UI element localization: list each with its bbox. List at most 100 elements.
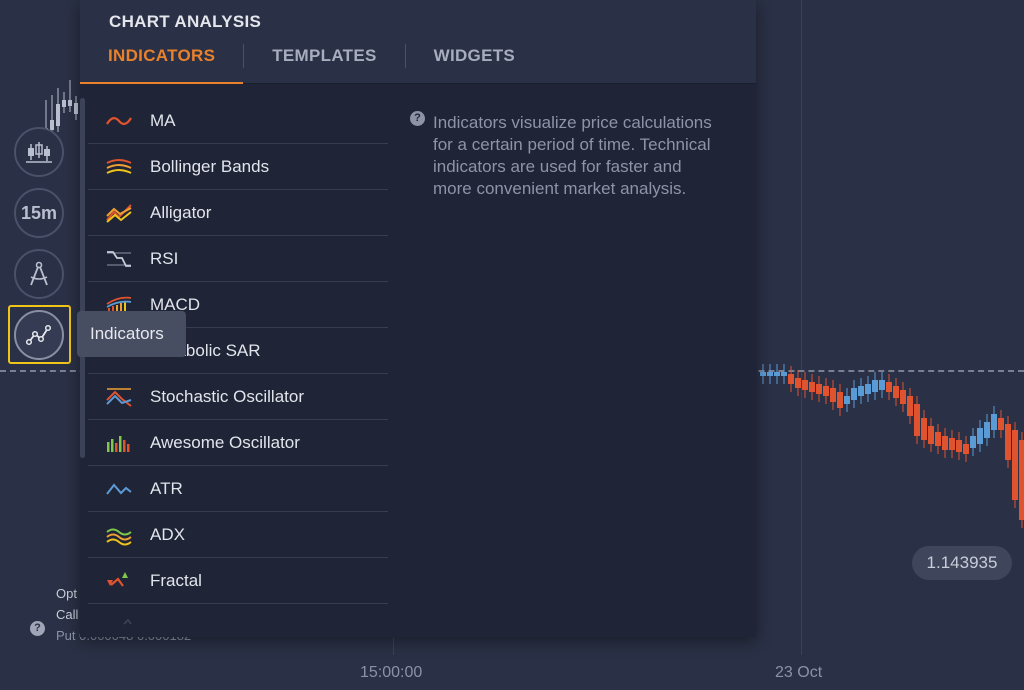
partial-icon [123,618,132,625]
candle-body [928,426,934,444]
candle-body [774,372,780,376]
candle-body [900,390,906,404]
candle-body [62,100,66,107]
candle-body [767,372,773,376]
candle-body [956,440,962,452]
alligator-icon [106,203,132,223]
indicator-item-awesome-oscillator[interactable]: Awesome Oscillator [88,420,388,466]
tab-widgets[interactable]: WIDGETS [433,46,516,65]
info-icon: ? [410,111,425,126]
candle-body [1005,424,1011,460]
rsi-icon [107,250,131,267]
indicator-item-adx[interactable]: ADX [88,512,388,558]
candle-body [970,436,976,448]
drawing-tools-button[interactable] [14,249,64,299]
indicator-item-bollinger-bands[interactable]: Bollinger Bands [88,144,388,190]
candle-body [1012,430,1018,500]
candle-body [984,422,990,438]
candle-body [50,120,54,130]
candle-body [68,100,72,106]
indicator-label: Fractal [150,570,202,590]
indicators-tooltip: Indicators [77,311,186,357]
candle-body [830,388,836,402]
call-label: Call [56,607,79,622]
candle-body [921,418,927,440]
current-price-badge: 1.143935 [912,546,1012,580]
ma-icon [106,116,132,125]
candle-body [1019,440,1024,520]
chart-type-button[interactable] [14,127,64,177]
candle-body [858,386,864,396]
candle-body [844,396,850,404]
help-icon[interactable]: ? [30,621,45,636]
indicator-label: Bollinger Bands [150,156,270,176]
candle-body [74,103,78,114]
candle-body [802,380,808,390]
fractal-icon [107,571,128,587]
timeframe-button[interactable]: 15m [14,188,64,238]
indicator-label: MA [150,110,176,130]
candle-body [879,380,885,390]
candle-body [914,404,920,436]
time-axis-label: 23 Oct [775,664,823,681]
candle-body [935,432,941,446]
candle-body [837,392,843,408]
indicators-button[interactable] [14,310,64,360]
candle-body [872,380,878,392]
indicator-list: MA Bollinger Bands Alligator [88,98,388,650]
candle-body [795,378,801,388]
list-scrollbar[interactable] [80,98,85,458]
candle-body [991,414,997,430]
candle-body [977,428,983,444]
active-tool-highlight [8,305,71,364]
panel-header: CHART ANALYSIS INDICATORS TEMPLATES WIDG… [80,0,756,84]
candle-body [949,438,955,450]
option-label: Opt [56,586,77,601]
tab-divider [404,44,406,68]
candlestick-icon [26,142,52,163]
indicator-label: ADX [150,524,185,544]
candle-body [760,372,766,376]
candle-body [816,384,822,394]
tab-indicators[interactable]: INDICATORS [80,38,244,84]
indicator-item-macd[interactable]: MACD [88,282,388,328]
panel-tabs: INDICATORS TEMPLATES WIDGETS [80,38,543,84]
indicator-label: MACD [150,294,201,314]
indicator-item-partial [88,604,388,650]
candle-body [781,372,787,376]
indicator-item-rsi[interactable]: RSI [88,236,388,282]
chart-analysis-panel: CHART ANALYSIS INDICATORS TEMPLATES WIDG… [80,0,756,637]
gridline [801,0,802,655]
candle-body [809,382,815,392]
candle-body [823,386,829,396]
indicators-icon [26,324,52,346]
candle-body [893,386,899,398]
indicator-item-atr[interactable]: ATR [88,466,388,512]
panel-title: CHART ANALYSIS [109,12,262,31]
indicator-item-fractal[interactable]: Fractal [88,558,388,604]
indicators-description: Indicators visualize price calculations … [433,113,712,198]
candle-body [907,396,913,416]
candle-body [56,104,60,126]
stochastic-oscillator-icon [106,387,132,407]
tab-divider [243,44,245,68]
indicator-label: Alligator [150,202,212,222]
indicator-label: Stochastic Oscillator [150,386,304,406]
bollinger-bands-icon [106,158,132,174]
adx-icon [106,528,132,545]
atr-icon [106,482,132,495]
tab-templates[interactable]: TEMPLATES [272,46,377,65]
candle-body [865,384,871,394]
indicator-label: Awesome Oscillator [150,432,300,452]
compass-icon [30,261,48,286]
candle-body [851,388,857,400]
indicator-label: ATR [150,478,183,498]
candle-body [998,418,1004,430]
indicator-item-alligator[interactable]: Alligator [88,190,388,236]
indicator-item-stochastic-oscillator[interactable]: Stochastic Oscillator [88,374,388,420]
macd-icon [106,296,132,314]
awesome-oscillator-icon [107,435,130,452]
indicator-item-ma[interactable]: MA [88,98,388,144]
candle-body [963,444,969,454]
candle-body [942,436,948,450]
